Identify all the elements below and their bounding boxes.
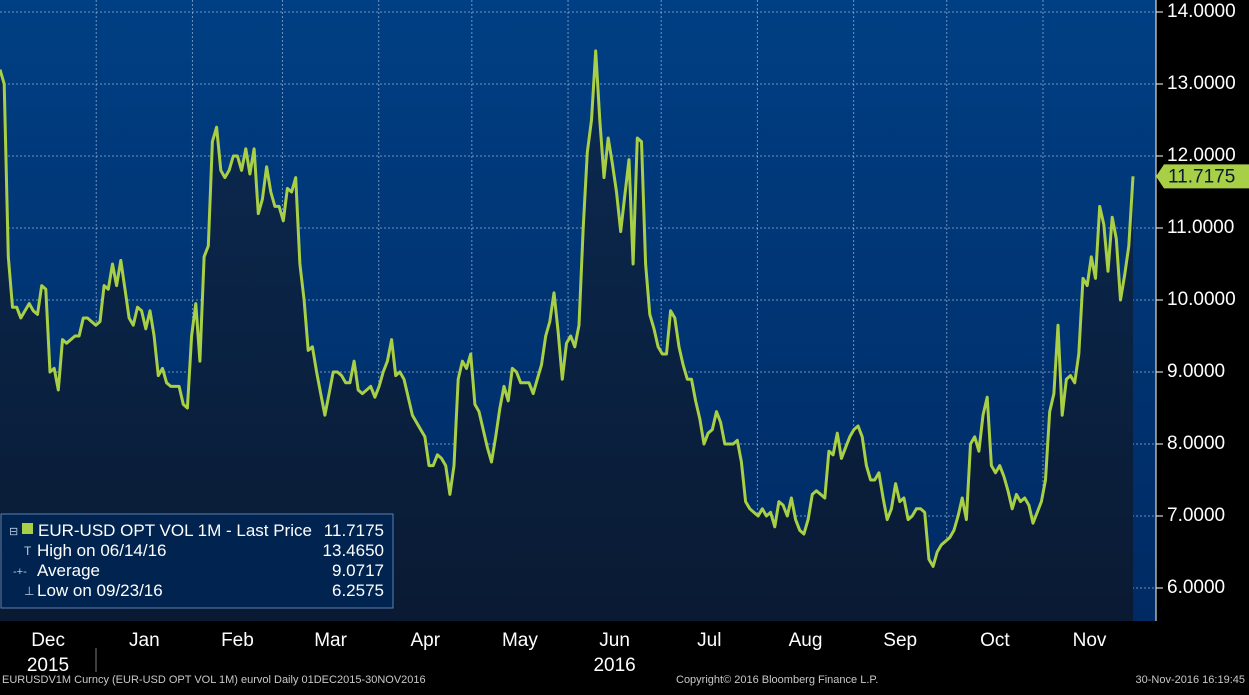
series-area-fill [0,50,1133,621]
legend-box: ⊟ EUR-USD OPT VOL 1M - Last Price 11.717… [0,513,394,609]
x-tick-label: Oct [980,630,1010,651]
y-tick-label: 9.0000 [1167,361,1225,382]
legend-title-value: 11.7175 [324,521,384,540]
y-axis-ticks: 6.0000 7.0000 8.0000 9.0000 10.0000 11.0000 12… [1156,1,1236,598]
legend-average-value: 9.0717 [332,561,384,580]
y-tick-label: 14.0000 [1167,1,1236,22]
legend-low-label: Low on 09/23/16 [37,581,163,600]
x-tick-label: May [502,630,538,651]
y-tick-label: 11.0000 [1167,217,1234,238]
high-icon: T [24,544,32,558]
y-tick-label: 12.0000 [1167,145,1236,166]
xaxis-background [0,621,1156,674]
average-icon: -+- [13,566,27,578]
series-line [0,49,1135,568]
legend-series-swatch [22,523,33,534]
y-tick-label: 10.0000 [1167,289,1236,310]
footer-timestamp: 30-Nov-2016 16:19:45 [1135,674,1245,686]
legend-collapse-icon[interactable]: ⊟ [9,526,18,538]
y-tick-label: 6.0000 [1167,577,1225,598]
x-tick-label: Jun [599,630,630,651]
legend-low-value: 6.2575 [332,581,384,600]
x-tick-label: Jan [129,630,160,651]
legend-average-label: Average [37,561,100,580]
last-price-tag: 11.7175 [1156,164,1249,189]
year-label: 2016 [593,655,635,676]
x-tick-label: Feb [221,630,254,651]
footer-security-info: EURUSDV1M Curncy (EUR-USD OPT VOL 1M) eu… [2,674,426,686]
low-icon: ⊥ [24,584,34,598]
last-price-label: 11.7175 [1168,166,1235,187]
y-tick-label: 8.0000 [1167,433,1225,454]
legend-title: EUR-USD OPT VOL 1M - Last Price [38,521,312,540]
year-label: 2015 [27,655,69,676]
x-tick-label: Dec [31,630,65,651]
last-price-marker [1156,164,1249,189]
x-tick-label: Jul [697,630,721,651]
x-tick-label: Sep [883,630,917,651]
legend-high-label: High on 06/14/16 [37,541,167,560]
axis-background [1156,0,1249,674]
footer-copyright: Copyright© 2016 Bloomberg Finance L.P. [676,674,879,686]
legend-high-value: 13.4650 [323,541,384,560]
x-tick-label: Apr [410,630,440,651]
y-tick-label: 7.0000 [1167,505,1225,526]
x-axis-ticks: Dec Jan Feb Mar Apr May Jun Jul Aug Sep Oct Nov 2015… [27,630,1107,676]
x-tick-label: Mar [314,630,347,651]
x-tick-label: Aug [789,630,823,651]
y-tick-label: 13.0000 [1167,73,1236,94]
x-tick-label: Nov [1073,630,1107,651]
